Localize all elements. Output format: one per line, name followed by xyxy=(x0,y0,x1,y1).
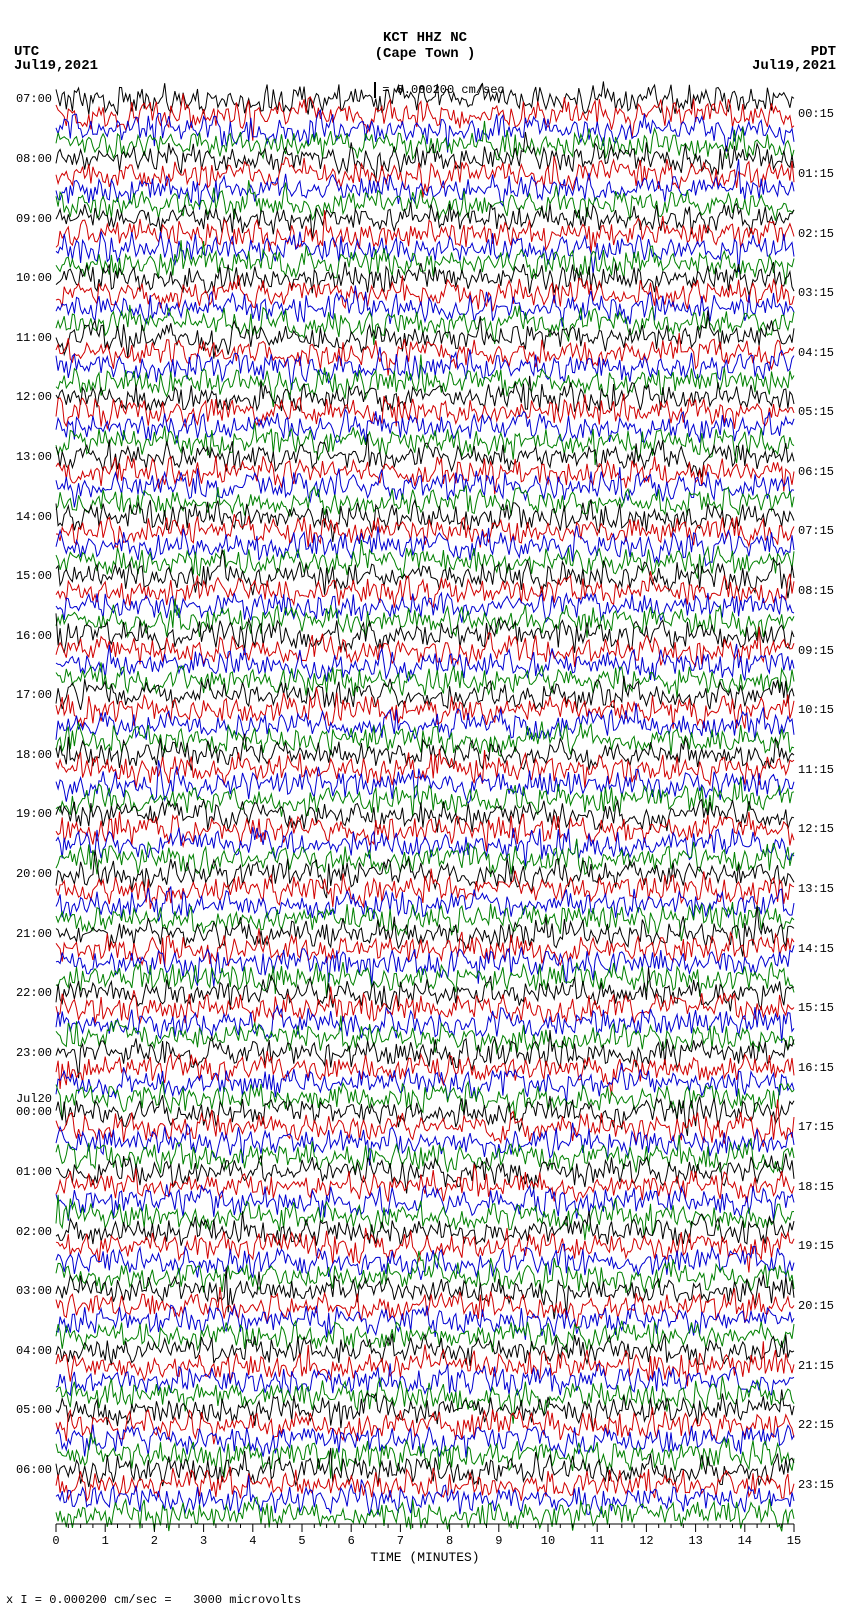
pdt-time-label: 13:15 xyxy=(798,882,834,896)
seismic-trace xyxy=(56,800,794,833)
x-axis-title: TIME (MINUTES) xyxy=(56,1550,794,1565)
x-axis xyxy=(56,1524,794,1532)
pdt-time-label: 16:15 xyxy=(798,1061,834,1075)
pdt-time-label: 20:15 xyxy=(798,1299,834,1313)
pdt-time-label: 15:15 xyxy=(798,1001,834,1015)
seismic-trace xyxy=(56,1228,794,1273)
pdt-time-label: 11:15 xyxy=(798,763,834,777)
utc-time-label: 06:00 xyxy=(16,1463,52,1477)
utc-time-label: 10:00 xyxy=(16,271,52,285)
utc-time-label: 03:00 xyxy=(16,1284,52,1298)
seismic-trace xyxy=(56,514,794,547)
utc-time-label: 02:00 xyxy=(16,1225,52,1239)
pdt-time-label: 21:15 xyxy=(798,1359,834,1373)
utc-time-label: 01:00 xyxy=(16,1165,52,1179)
utc-time-label: 00:00 xyxy=(16,1105,52,1119)
utc-time-label: 17:00 xyxy=(16,688,52,702)
utc-time-label: 20:00 xyxy=(16,867,52,881)
x-tick-label: 6 xyxy=(348,1534,355,1548)
x-tick-label: 9 xyxy=(495,1534,502,1548)
x-tick-label: 7 xyxy=(397,1534,404,1548)
location-title: (Cape Town ) xyxy=(0,46,850,62)
x-tick-label: 8 xyxy=(446,1534,453,1548)
day-break-label: Jul20 xyxy=(16,1092,52,1106)
pdt-time-label: 09:15 xyxy=(798,644,834,658)
pdt-time-label: 12:15 xyxy=(798,822,834,836)
x-tick-label: 15 xyxy=(787,1534,801,1548)
seismic-trace xyxy=(56,286,794,327)
pdt-time-label: 05:15 xyxy=(798,405,834,419)
seismic-trace xyxy=(56,662,794,698)
pdt-time-label: 18:15 xyxy=(798,1180,834,1194)
seismic-trace xyxy=(56,839,794,877)
utc-time-label: 14:00 xyxy=(16,510,52,524)
utc-time-label: 15:00 xyxy=(16,569,52,583)
x-tick-label: 3 xyxy=(200,1534,207,1548)
x-tick-label: 11 xyxy=(590,1534,604,1548)
utc-time-label: 13:00 xyxy=(16,450,52,464)
x-tick-label: 5 xyxy=(298,1534,305,1548)
utc-time-label: 12:00 xyxy=(16,390,52,404)
x-tick-label: 12 xyxy=(639,1534,653,1548)
seismic-trace xyxy=(56,928,794,967)
pdt-time-label: 19:15 xyxy=(798,1239,834,1253)
seismic-trace xyxy=(56,305,794,345)
seismic-trace xyxy=(56,1164,794,1202)
utc-time-label: 21:00 xyxy=(16,927,52,941)
pdt-time-label: 07:15 xyxy=(798,524,834,538)
utc-time-label: 11:00 xyxy=(16,331,52,345)
x-tick-label: 10 xyxy=(541,1534,555,1548)
seismic-trace xyxy=(56,812,794,852)
x-tick-label: 1 xyxy=(102,1534,109,1548)
trace-canvas xyxy=(56,92,794,1562)
utc-time-label: 16:00 xyxy=(16,629,52,643)
seismogram-page: KCT HHZ NC (Cape Town ) UTC Jul19,2021 P… xyxy=(0,0,850,1613)
seismic-trace xyxy=(56,333,794,376)
utc-time-label: 22:00 xyxy=(16,986,52,1000)
station-title: KCT HHZ NC xyxy=(0,30,850,46)
utc-time-label: 23:00 xyxy=(16,1046,52,1060)
pdt-time-label: 08:15 xyxy=(798,584,834,598)
pdt-time-label: 10:15 xyxy=(798,703,834,717)
utc-time-label: 07:00 xyxy=(16,92,52,106)
pdt-time-label: 04:15 xyxy=(798,346,834,360)
seismic-trace xyxy=(56,571,794,608)
utc-time-label: 08:00 xyxy=(16,152,52,166)
pdt-time-label: 17:15 xyxy=(798,1120,834,1134)
seismic-trace xyxy=(56,376,794,412)
pdt-time-label: 14:15 xyxy=(798,942,834,956)
utc-time-label: 19:00 xyxy=(16,807,52,821)
footer-scale: x I = 0.000200 cm/sec = 3000 microvolts xyxy=(6,1593,301,1607)
pdt-time-label: 22:15 xyxy=(798,1418,834,1432)
utc-time-label: 04:00 xyxy=(16,1344,52,1358)
x-tick-label: 13 xyxy=(688,1534,702,1548)
seismic-trace xyxy=(56,202,794,240)
x-tick-label: 2 xyxy=(151,1534,158,1548)
pdt-time-label: 01:15 xyxy=(798,167,834,181)
helicorder-plot: 0123456789101112131415TIME (MINUTES)07:0… xyxy=(56,92,794,1522)
pdt-time-label: 23:15 xyxy=(798,1478,834,1492)
pdt-time-label: 02:15 xyxy=(798,227,834,241)
seismic-trace xyxy=(56,540,794,579)
seismic-trace xyxy=(56,869,794,909)
pdt-time-label: 03:15 xyxy=(798,286,834,300)
x-tick-label: 0 xyxy=(52,1534,59,1548)
utc-time-label: 05:00 xyxy=(16,1403,52,1417)
x-tick-label: 14 xyxy=(738,1534,752,1548)
x-tick-label: 4 xyxy=(249,1534,256,1548)
utc-time-label: 09:00 xyxy=(16,212,52,226)
seismic-trace xyxy=(56,1211,794,1246)
utc-time-label: 18:00 xyxy=(16,748,52,762)
pdt-time-label: 06:15 xyxy=(798,465,834,479)
pdt-time-label: 00:15 xyxy=(798,107,834,121)
